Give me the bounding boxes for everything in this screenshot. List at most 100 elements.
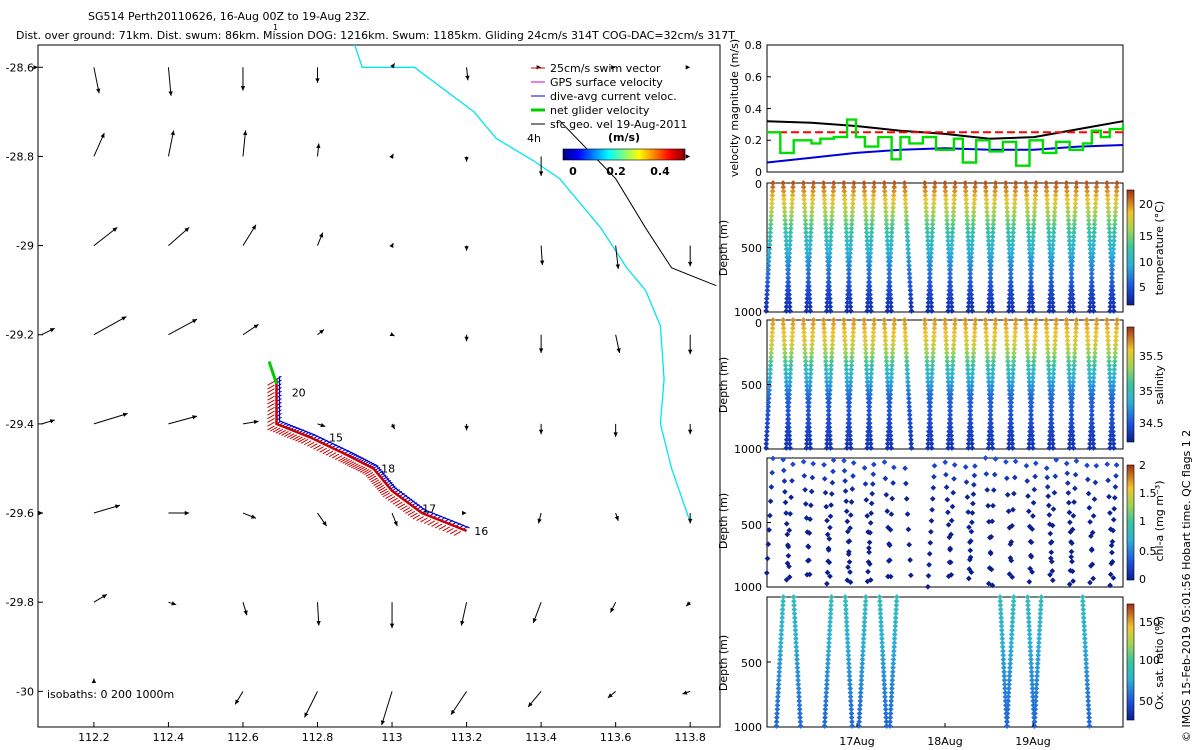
- profile-point: [787, 233, 794, 240]
- profile-point: [830, 184, 837, 190]
- profile-point: [1023, 180, 1029, 186]
- profile-point: [1033, 317, 1039, 323]
- profile-point: [985, 366, 992, 373]
- profile-point: [1003, 333, 1010, 340]
- profile-point: [1073, 188, 1079, 195]
- profile-point: [948, 379, 955, 385]
- profile-point: [986, 383, 992, 389]
- profile-point: [828, 502, 834, 508]
- profile-point: [776, 664, 783, 671]
- profile-point: [805, 279, 811, 285]
- profile-point: [861, 325, 868, 332]
- swim-vector: [395, 501, 403, 507]
- profile-point: [1088, 412, 1095, 418]
- date-tick-18aug: 18Aug: [927, 735, 962, 748]
- profile-point: [781, 337, 788, 344]
- profile-point: [775, 693, 781, 700]
- profile-point: [984, 350, 991, 356]
- profile-point: [1105, 341, 1112, 348]
- profile-point: [1088, 275, 1095, 281]
- profile-point: [1106, 225, 1113, 232]
- current-vector-head: [184, 510, 190, 516]
- profile-point: [851, 317, 857, 323]
- profile-point: [768, 217, 774, 224]
- profile-point: [1011, 490, 1017, 497]
- profile-point: [1063, 184, 1070, 190]
- profile-point: [1007, 283, 1014, 290]
- profile-point: [1112, 346, 1119, 352]
- profile-point: [1025, 366, 1032, 373]
- profile-point: [786, 440, 793, 447]
- profile-point: [908, 308, 915, 314]
- profile-point: [944, 362, 951, 369]
- profile-point: [951, 333, 958, 340]
- profile-point: [1063, 321, 1070, 327]
- profile-point: [793, 648, 800, 654]
- profile-point: [862, 606, 869, 613]
- profile-point: [783, 246, 790, 252]
- profile-point: [807, 237, 814, 244]
- profile-point: [1092, 346, 1099, 352]
- profile-point: [1032, 192, 1039, 199]
- current-vector-head: [611, 65, 616, 70]
- swim-vector: [325, 450, 334, 456]
- profile-point: [1050, 506, 1057, 512]
- profile-point: [1006, 242, 1012, 248]
- profile-point: [785, 407, 792, 414]
- profile-point: [829, 204, 836, 211]
- day-label: 18: [381, 462, 395, 475]
- profile-point: [787, 308, 793, 314]
- profile-point: [809, 341, 815, 348]
- profile-point: [803, 370, 810, 377]
- profile-point: [828, 362, 835, 369]
- profile-point: [856, 710, 863, 717]
- profile-point: [849, 350, 855, 356]
- profile-point: [926, 561, 932, 568]
- profile-point: [1046, 233, 1052, 240]
- profile-point: [881, 677, 887, 684]
- profile-point: [1091, 366, 1097, 373]
- profile-point: [1046, 445, 1053, 451]
- profile-point: [871, 184, 877, 190]
- profile-point: [864, 440, 871, 447]
- swim-vector: [267, 395, 275, 401]
- day-label: 15: [329, 431, 343, 444]
- swim-vector: [397, 503, 406, 509]
- profile-point: [827, 379, 834, 385]
- profile-point: [826, 258, 833, 265]
- profile-point: [990, 350, 997, 356]
- profile-point: [972, 321, 978, 327]
- profile-point: [1010, 594, 1017, 600]
- profile-point: [945, 379, 952, 385]
- profile-point: [1072, 204, 1079, 211]
- profile-point: [966, 566, 973, 572]
- profile-point: [848, 710, 855, 717]
- profile-point: [783, 370, 789, 377]
- profile-point: [850, 196, 856, 203]
- profile-point: [963, 329, 969, 336]
- profile-point: [906, 266, 913, 273]
- map-xtick-label: 112.4: [153, 731, 185, 744]
- profile-point: [1068, 548, 1075, 555]
- chlorophyll-cbar-tick-3: 1.5: [1139, 487, 1157, 500]
- profile-point: [861, 631, 867, 638]
- profile-point: [882, 702, 889, 709]
- profile-point: [869, 209, 876, 215]
- profile-point: [1108, 560, 1115, 567]
- profile-point: [945, 573, 952, 580]
- profile-point: [1053, 317, 1060, 323]
- temperature-cbar-tick-3: 20: [1139, 198, 1153, 211]
- profile-point: [1003, 192, 1010, 199]
- profile-point: [847, 698, 854, 704]
- profile-point: [1084, 321, 1090, 327]
- profile-point: [1084, 673, 1090, 679]
- profile-point: [972, 188, 978, 195]
- profile-point: [826, 639, 832, 646]
- profile-point: [971, 472, 978, 479]
- profile-point: [1012, 184, 1019, 190]
- profile-point: [1073, 325, 1079, 332]
- profile-point: [928, 379, 935, 385]
- profile-point: [1043, 321, 1050, 327]
- profile-point: [907, 295, 914, 302]
- profile-point: [923, 209, 930, 215]
